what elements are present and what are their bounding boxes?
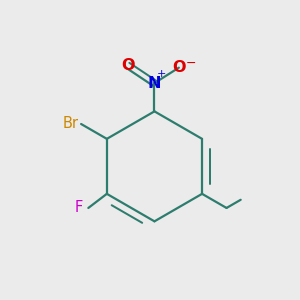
Text: O: O <box>121 58 134 73</box>
Text: −: − <box>185 57 196 70</box>
Text: Br: Br <box>63 116 79 131</box>
Text: N: N <box>148 76 161 91</box>
Text: F: F <box>74 200 82 215</box>
Text: +: + <box>157 69 167 79</box>
Text: O: O <box>172 60 186 75</box>
